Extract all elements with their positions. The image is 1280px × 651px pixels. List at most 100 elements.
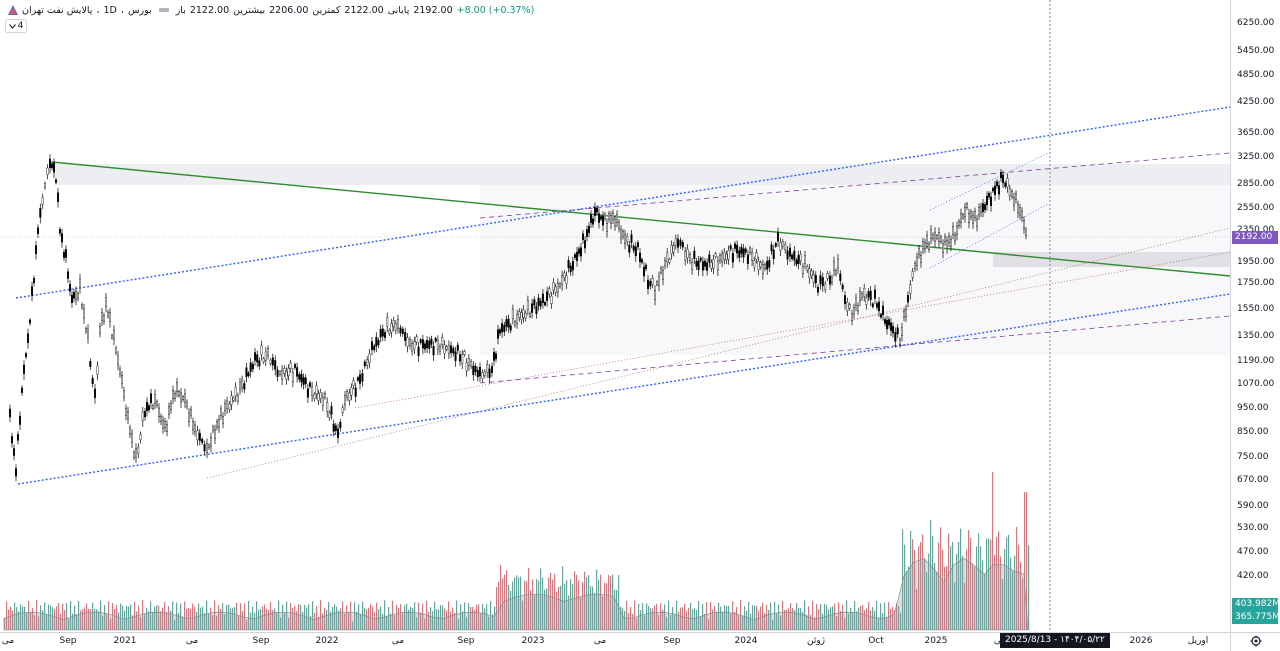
high-label: بیشترین [233, 4, 266, 16]
volume-bar [370, 604, 372, 630]
indicators-toggle[interactable]: 4 [5, 19, 27, 33]
volume-bar [1006, 537, 1008, 630]
candle-body [363, 361, 366, 367]
candle-body [238, 381, 241, 390]
price-chart[interactable] [0, 0, 1231, 632]
price-axis[interactable]: 6250.00 5450.00 4850.00 4250.00 3650.00 3250.… [1230, 0, 1280, 632]
volume-bar [794, 610, 796, 630]
volume-bar [892, 606, 894, 630]
volume-bar [1014, 555, 1016, 630]
candle-body [744, 248, 747, 253]
volume-bar [900, 612, 902, 630]
volume-bar [84, 607, 86, 630]
volume-bar [788, 608, 790, 630]
candle-body [114, 347, 117, 353]
price-tick: 1350.00 [1237, 331, 1275, 341]
volume-bars [4, 472, 1030, 630]
volume-bar [544, 589, 546, 630]
volume-bar [400, 604, 402, 630]
volume-bar [80, 610, 82, 630]
volume-bar [884, 602, 886, 630]
volume-bar [362, 601, 364, 630]
gear-icon[interactable] [1250, 635, 1262, 647]
symbol-name[interactable]: پالایش نفت تهران [22, 4, 93, 16]
volume-bar [628, 613, 630, 630]
volume-bar [458, 618, 460, 630]
volume-bar [904, 544, 906, 630]
candle-body [580, 247, 583, 257]
candle-body [958, 220, 961, 226]
candle-body [980, 206, 983, 213]
candle-body [394, 323, 397, 331]
candle-body [68, 284, 71, 292]
resistance-zone [55, 164, 1230, 185]
volume-bar [876, 600, 878, 630]
volume-bar [574, 571, 576, 630]
volume-bar [960, 528, 962, 630]
volume-bar [278, 600, 280, 630]
volume-bar [604, 582, 606, 630]
volume-bar [72, 613, 74, 630]
volume-bar [524, 580, 526, 630]
volume-bar [410, 606, 412, 630]
candle-body [740, 246, 743, 254]
candle-body [219, 408, 222, 416]
candle-body [677, 238, 680, 248]
volume-bar [758, 610, 760, 630]
volume-bar [602, 596, 604, 630]
volume-bar [36, 600, 38, 630]
volume-bar [766, 604, 768, 630]
high-value: 2206.00 [269, 4, 309, 16]
candle-body [725, 253, 728, 261]
volume-bar [286, 601, 288, 630]
candle-body [302, 377, 305, 385]
volume-bar [536, 579, 538, 630]
time-axis[interactable]: می Sep 2021 می Sep 2022 می Sep 2023 می Sep 2024 ژوئن… [0, 632, 1230, 651]
candle-body [189, 409, 192, 416]
candle-body [93, 388, 96, 398]
volume-bar [496, 587, 498, 630]
volume-bar [1004, 549, 1006, 630]
candle-body [139, 434, 142, 441]
candle-body [918, 248, 921, 255]
symbol-legend[interactable]: پالایش نفت تهران ، 1D ، بورس باز 2122.00 … [8, 3, 534, 17]
volume-bar [42, 610, 44, 630]
candle-body [159, 416, 162, 422]
volume-bar [936, 571, 938, 630]
volume-bar [504, 574, 506, 630]
volume-bar [434, 601, 436, 630]
volume-bar [124, 610, 126, 630]
volume-bar [148, 611, 150, 630]
volume-bar [88, 608, 90, 630]
candle-body [151, 405, 154, 409]
chart-pane[interactable] [0, 0, 1231, 632]
volume-bar [298, 604, 300, 630]
candle-body [996, 181, 999, 187]
candle-body [598, 213, 601, 223]
candle-body [679, 240, 682, 246]
candle-body [634, 246, 637, 257]
candle-body [926, 235, 929, 244]
volume-bar [772, 619, 774, 630]
volume-bar [966, 549, 968, 630]
volume-bar [274, 608, 276, 630]
volume-bar [304, 604, 306, 630]
volume-bar [202, 606, 204, 630]
candle-body [132, 452, 135, 458]
volume-bar [332, 607, 334, 630]
candle-body [294, 364, 297, 368]
candle-body [100, 312, 103, 321]
volume-bar [94, 608, 96, 630]
candle-body [766, 260, 769, 270]
candle-body [80, 304, 83, 308]
volume-bar [68, 619, 70, 630]
interval-label[interactable]: 1D [103, 4, 117, 16]
candle-body [922, 241, 925, 250]
candle-body [392, 320, 395, 328]
volume-bar [30, 612, 32, 630]
volume-bar [336, 606, 338, 630]
candle-body [770, 244, 773, 251]
candle-body [1013, 197, 1016, 206]
volume-bar [792, 608, 794, 630]
volume-bar [296, 611, 298, 630]
